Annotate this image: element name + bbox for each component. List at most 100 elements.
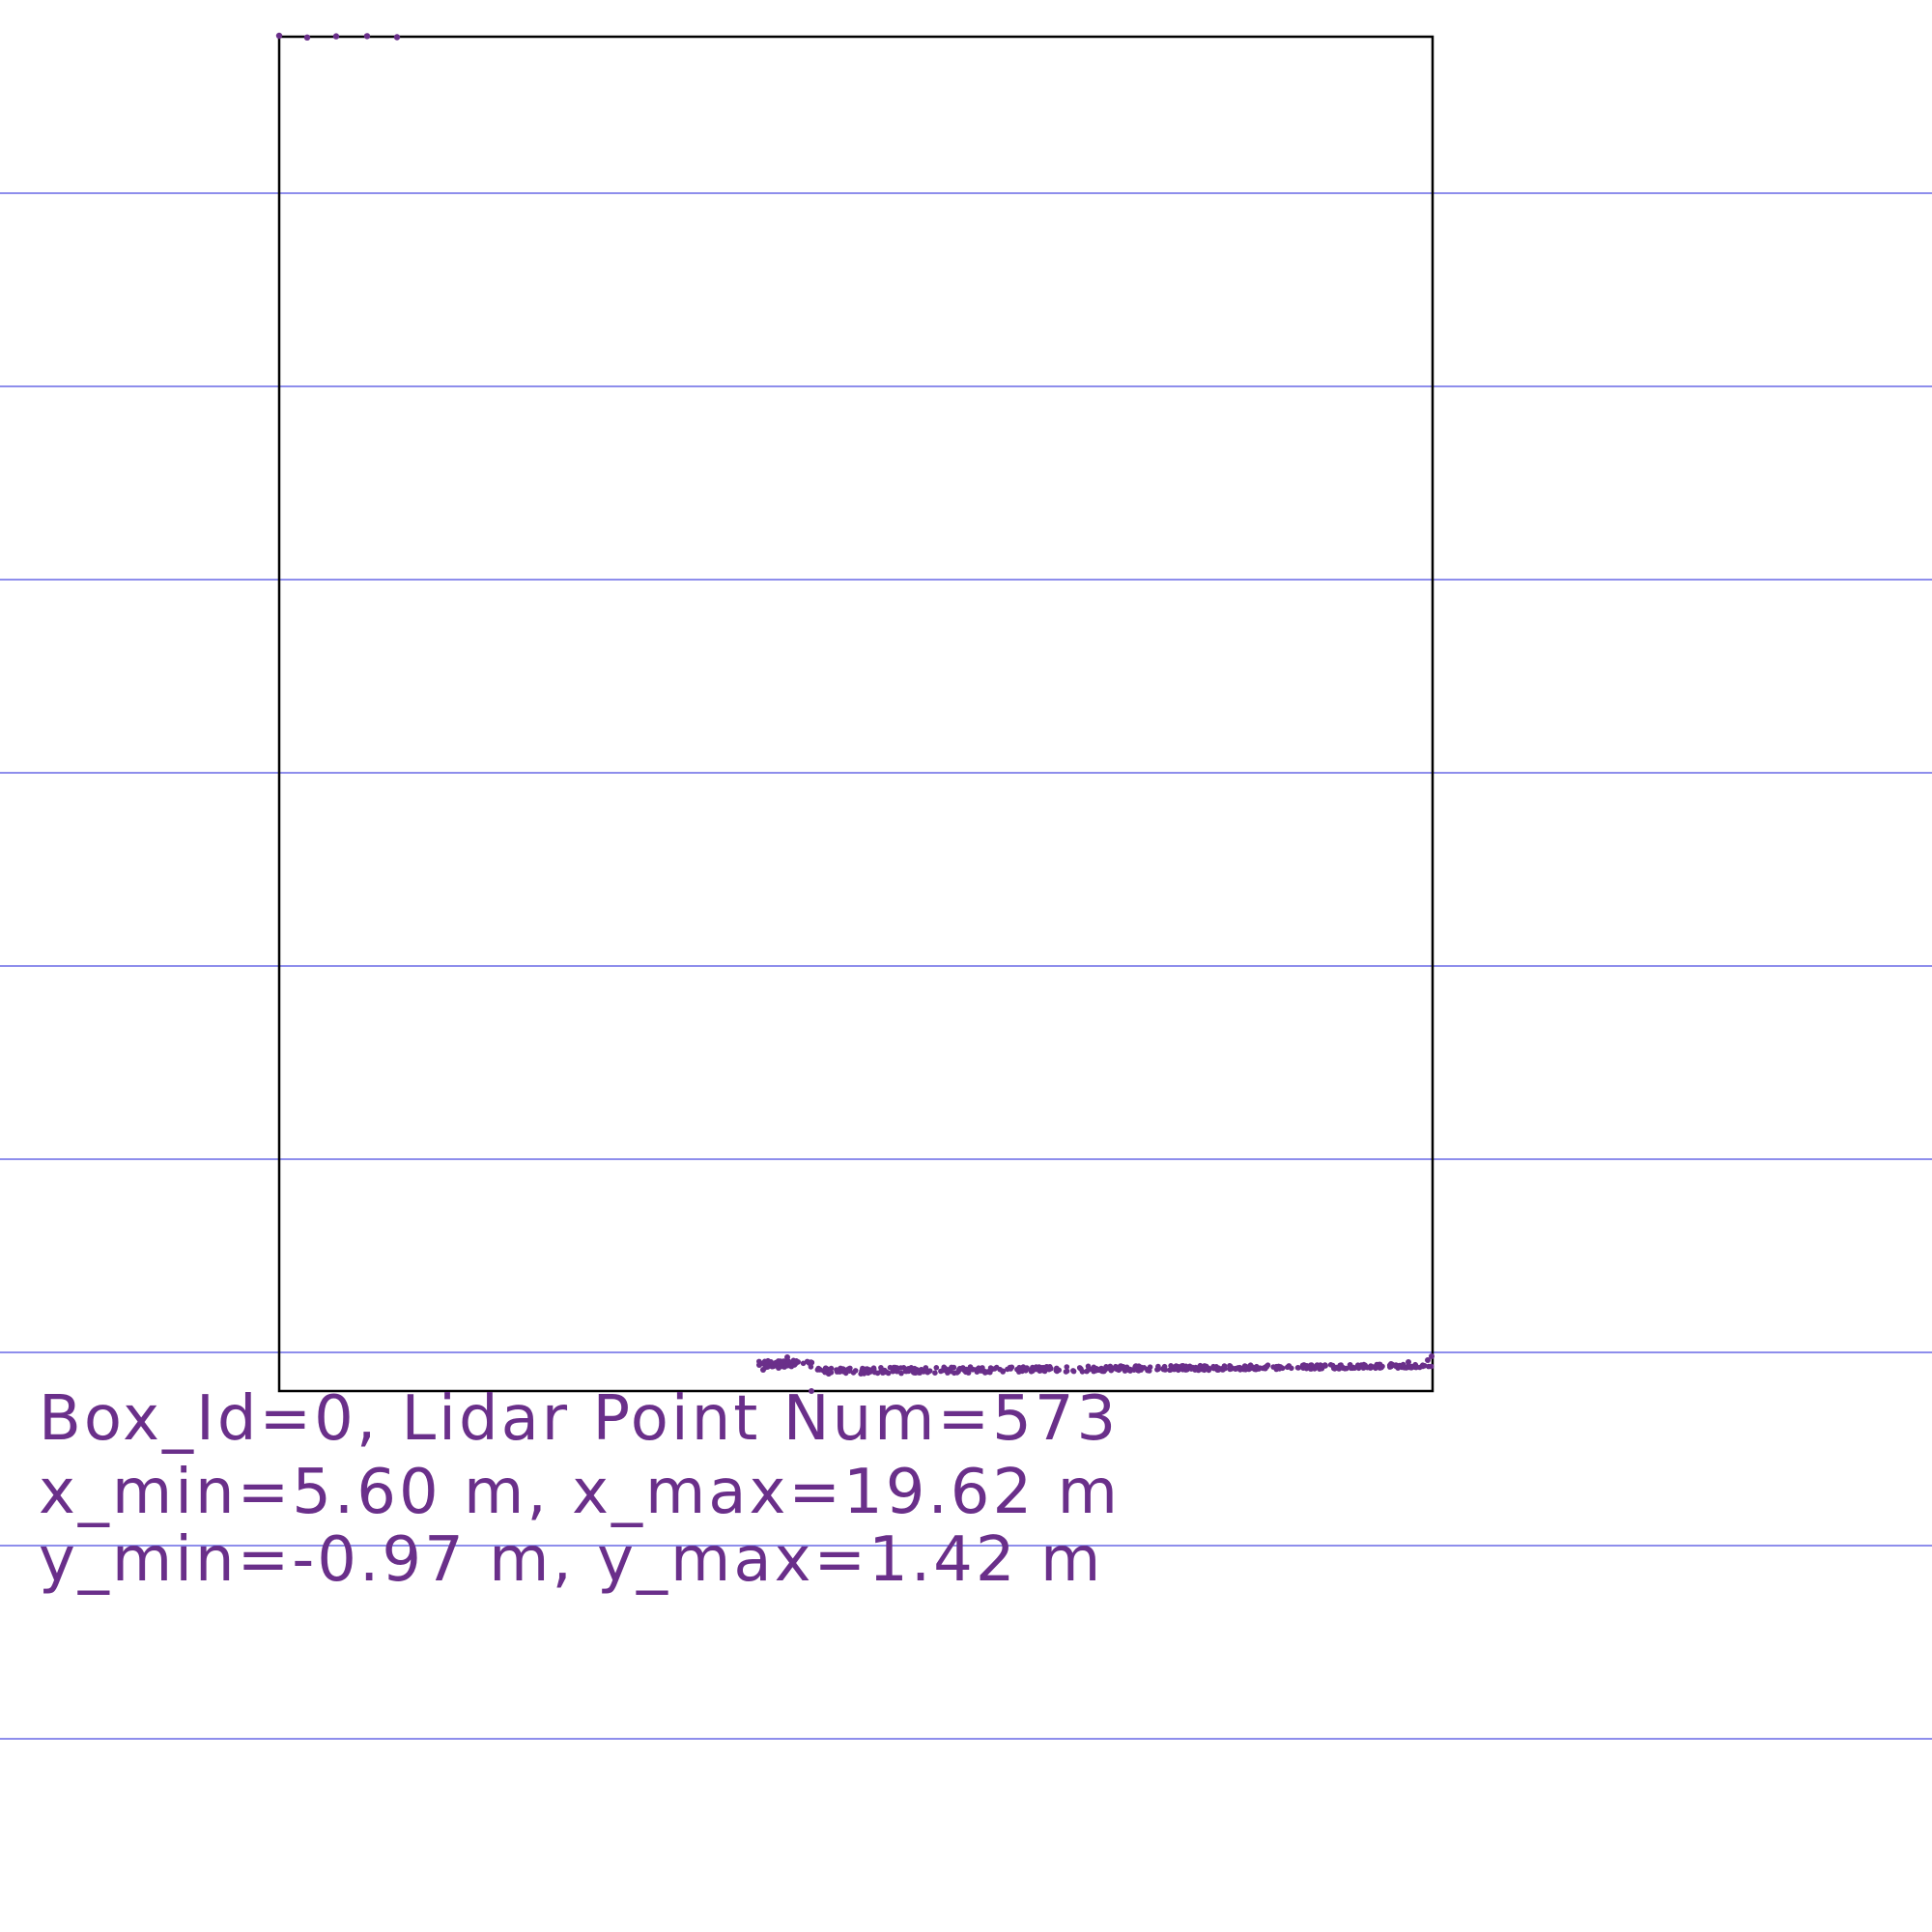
lidar-point	[1284, 1364, 1291, 1371]
lidar-point	[828, 1365, 835, 1372]
lidar-point	[1369, 1364, 1375, 1370]
lidar-point	[363, 33, 371, 40]
lidar-point	[1210, 1365, 1217, 1371]
lidar-point	[776, 1358, 781, 1364]
lidar-point	[1388, 1361, 1394, 1367]
lidar-point	[941, 1365, 948, 1371]
lidar-point	[1125, 1367, 1132, 1374]
lidar-point	[993, 1364, 1000, 1371]
range-grid-lines	[0, 192, 1932, 1740]
lidar-point	[1425, 1357, 1431, 1363]
lidar-point	[1221, 1363, 1228, 1369]
lidar-point	[823, 1365, 829, 1372]
lidar-point	[1054, 1365, 1060, 1372]
lidar-point	[756, 1362, 762, 1368]
lidar-point	[764, 1364, 771, 1370]
lidar-point	[1145, 1366, 1151, 1373]
lidar-point	[863, 1366, 868, 1373]
lidar-point	[1348, 1365, 1354, 1372]
lidar-point	[933, 1365, 940, 1371]
lidar-points-bottom-cluster	[756, 1353, 1435, 1394]
lidar-point	[1429, 1353, 1435, 1359]
lidar-point	[983, 1369, 990, 1376]
lidar-point	[800, 1360, 807, 1367]
lidar-point	[1167, 1367, 1173, 1374]
lidar-point	[393, 34, 401, 41]
lidar-point	[1320, 1363, 1325, 1370]
lidar-point	[1241, 1364, 1247, 1371]
lidar-point	[1063, 1369, 1069, 1375]
lidar-point	[828, 1370, 835, 1376]
lidar-point	[822, 1369, 828, 1376]
lidar-point	[963, 1366, 970, 1373]
lidar-point	[768, 1359, 774, 1365]
lidar-point	[1000, 1369, 1006, 1375]
lidar-point	[1406, 1359, 1411, 1365]
lidar-point	[1262, 1365, 1268, 1372]
lidar-point	[760, 1367, 766, 1373]
lidar-point	[809, 1388, 814, 1394]
lidar-point	[1091, 1368, 1096, 1375]
lidar-point	[1155, 1366, 1161, 1372]
lidar-point	[968, 1366, 974, 1373]
lidar-point	[1047, 1364, 1053, 1370]
lidar-point	[1034, 1366, 1039, 1373]
lidar-point	[781, 1359, 786, 1365]
lidar-point	[1084, 1368, 1090, 1375]
lidar-point	[1136, 1368, 1142, 1374]
lidar-point	[978, 1368, 984, 1374]
lidar-point	[1202, 1363, 1208, 1369]
lidar-point	[883, 1369, 890, 1376]
lidar-point	[907, 1367, 914, 1374]
lidar-point	[332, 33, 340, 40]
lidar-point	[938, 1368, 944, 1375]
lidar-point	[1354, 1362, 1361, 1368]
lidar-point	[1254, 1363, 1260, 1370]
lidar-point	[1197, 1362, 1204, 1369]
lidar-point	[918, 1367, 924, 1373]
lidar-point	[1232, 1366, 1238, 1372]
lidar-point	[955, 1369, 961, 1375]
lidar-point	[769, 1363, 776, 1370]
lidar-point	[809, 1359, 815, 1366]
lidar-point	[1007, 1364, 1013, 1371]
lidar-point	[1314, 1363, 1321, 1369]
lidar-point	[1273, 1363, 1280, 1370]
lidar-point	[1247, 1362, 1254, 1368]
lidar-point	[1301, 1362, 1307, 1368]
lidar-point	[870, 1366, 877, 1373]
lidar-point	[1029, 1368, 1035, 1375]
lidar-point	[1020, 1364, 1027, 1370]
lidar-point	[1016, 1364, 1022, 1371]
lidar-point	[1360, 1365, 1367, 1371]
lidar-point	[1206, 1367, 1212, 1374]
lidar-point	[1338, 1363, 1344, 1370]
lidar-point	[858, 1371, 864, 1377]
bounding-box-outline	[277, 35, 1435, 1393]
lidar-point	[1188, 1366, 1195, 1372]
lidar-point	[793, 1360, 799, 1366]
lidar-point	[834, 1367, 840, 1374]
lidar-point	[1095, 1367, 1102, 1374]
lidar-point	[1039, 1365, 1046, 1372]
lidar-point	[952, 1370, 957, 1377]
lidar-point	[303, 34, 311, 41]
lidar-point	[1160, 1366, 1166, 1372]
lidar-point	[1064, 1364, 1070, 1370]
lidar-point	[914, 1368, 920, 1375]
lidar-point	[840, 1369, 846, 1375]
box-info-line-id: Box_Id=0, Lidar Point Num=573	[39, 1383, 1119, 1455]
box-info-label: Box_Id=0, Lidar Point Num=573 x_min=5.60…	[39, 1383, 1121, 1596]
lidar-point	[784, 1354, 790, 1360]
lidar-point	[1400, 1361, 1406, 1368]
lidar-point	[1364, 1364, 1371, 1371]
lidar-point	[874, 1370, 881, 1377]
lidar-point	[1428, 1363, 1435, 1370]
lidar-point	[1420, 1362, 1426, 1368]
lidar-point	[1133, 1363, 1139, 1369]
lidar-point	[1070, 1368, 1076, 1374]
lidar-point	[900, 1365, 907, 1371]
lidar-point	[1016, 1369, 1022, 1375]
box-info-line-x-range: x_min=5.60 m, x_max=19.62 m	[39, 1457, 1121, 1528]
lidar-point	[850, 1370, 857, 1376]
